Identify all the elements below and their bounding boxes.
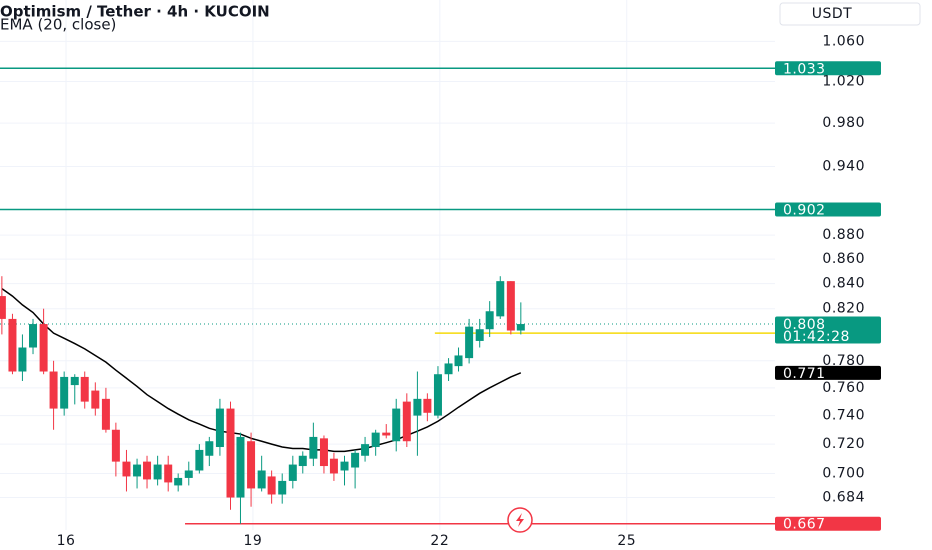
currency-label: USDT	[812, 6, 852, 22]
candle-body	[496, 281, 505, 317]
candle-body	[516, 324, 525, 331]
candle-body	[164, 464, 173, 483]
ema-label: 0.771	[783, 366, 826, 382]
price-label-box	[775, 202, 881, 217]
candle-body	[133, 464, 142, 477]
y-tick-label: 1.060	[822, 33, 865, 49]
x-tick-label: 25	[617, 533, 636, 549]
candle-body	[143, 461, 152, 480]
ema-label-box	[775, 365, 881, 380]
y-tick-label: 0.860	[822, 251, 865, 267]
candle-body	[122, 461, 131, 477]
y-tick-label: 0.840	[822, 276, 865, 292]
candle-body	[278, 480, 287, 495]
candle-body	[423, 398, 432, 413]
candle-body	[288, 464, 297, 481]
candle-body	[8, 318, 17, 372]
candle-body	[465, 326, 474, 359]
candle-body	[39, 324, 48, 372]
price-label: 0.902	[783, 202, 826, 218]
candle-body	[111, 429, 120, 462]
last-price-box	[775, 316, 881, 344]
price-label-box	[775, 516, 881, 531]
x-tick-label: 22	[430, 533, 449, 549]
candle-body	[236, 436, 245, 498]
candle-body	[454, 355, 463, 367]
candle-body	[226, 408, 235, 498]
y-tick-label: 1.020	[822, 73, 865, 89]
candle-body	[298, 455, 307, 467]
plot-area	[0, 0, 775, 530]
candle-body	[340, 461, 349, 471]
candle-body	[184, 470, 193, 478]
candle-body	[174, 477, 183, 486]
y-tick-label: 0.740	[822, 408, 865, 424]
y-tick-label: 0.820	[822, 301, 865, 317]
candle-body	[60, 376, 69, 409]
y-tick-label: 0.940	[822, 159, 865, 175]
y-tick-label: 0.700	[822, 465, 865, 481]
candle-body	[475, 329, 484, 341]
candle-body	[329, 458, 338, 474]
countdown-label: 01:42:28	[783, 329, 850, 345]
candle-body	[444, 363, 453, 375]
candle-body	[70, 376, 79, 386]
candle-body	[205, 441, 214, 456]
candle-body	[402, 401, 411, 442]
last-price-label: 0.808	[783, 317, 826, 333]
price-label: 1.033	[783, 61, 826, 77]
candle-body	[80, 376, 89, 402]
y-tick-label: 0.684	[822, 490, 865, 506]
candle-body	[247, 441, 256, 489]
y-tick-label: 0.980	[822, 115, 865, 131]
candle-body	[18, 347, 27, 372]
candle-body	[267, 476, 276, 495]
candle-body	[215, 408, 224, 448]
price-label: 0.667	[783, 517, 826, 533]
candle-body	[392, 408, 401, 442]
candle-body	[49, 371, 58, 409]
y-tick-label: 0.880	[822, 227, 865, 243]
candle-body	[91, 390, 100, 409]
candle-body	[101, 398, 110, 430]
candle-body	[29, 324, 38, 348]
candle-body	[351, 452, 360, 468]
y-tick-label: 0.720	[822, 436, 865, 452]
y-tick-label: 0.780	[822, 353, 865, 369]
x-tick-label: 16	[57, 533, 76, 549]
chart-title: Optimism / Tether · 4h · KUCOIN	[0, 3, 270, 21]
candle-body	[309, 436, 318, 459]
candle-body	[382, 432, 391, 436]
candle-body	[0, 296, 6, 319]
candle-body	[371, 432, 380, 448]
legend-entry: EMA (20, close)	[0, 16, 116, 34]
candle-body	[361, 444, 370, 456]
lightning-icon	[516, 513, 524, 527]
currency-box[interactable]	[779, 2, 921, 26]
y-tick-label: 0.760	[822, 380, 865, 396]
candle-body	[485, 311, 494, 330]
candle-body	[433, 374, 442, 416]
price-label-box	[775, 61, 881, 76]
candle-body	[153, 464, 162, 480]
x-tick-label: 19	[244, 533, 263, 549]
candle-body	[319, 438, 328, 467]
candle-body	[413, 398, 422, 416]
candle-body	[506, 281, 515, 331]
ema-line	[1, 287, 522, 453]
candle-body	[195, 449, 204, 471]
candle-body	[257, 470, 266, 489]
